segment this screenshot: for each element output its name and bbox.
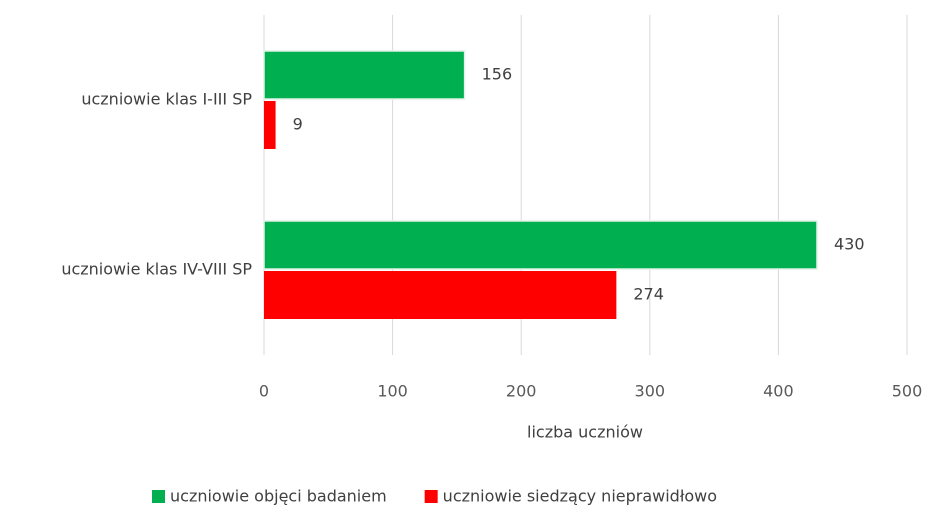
x-tick-label: 400 <box>763 382 794 401</box>
x-tick-label: 300 <box>635 382 666 401</box>
x-tick-label: 100 <box>377 382 408 401</box>
bar <box>263 220 818 270</box>
legend-label: uczniowie objęci badaniem <box>170 487 387 506</box>
x-axis-label: liczba uczniów <box>527 423 643 442</box>
bar <box>264 271 617 319</box>
bar <box>264 101 276 149</box>
legend-swatch <box>152 490 165 503</box>
legend-label: uczniowie siedzący nieprawidłowo <box>443 487 717 506</box>
data-label: 156 <box>482 65 513 84</box>
x-tick-label: 0 <box>259 382 269 401</box>
data-label: 430 <box>834 235 865 254</box>
data-label: 9 <box>293 115 303 134</box>
data-label: 274 <box>633 285 664 304</box>
x-tick-label: 200 <box>506 382 537 401</box>
x-tick-label: 500 <box>892 382 923 401</box>
y-tick-label: uczniowie klas I-III SP <box>81 90 252 109</box>
legend-swatch <box>424 490 438 503</box>
bar <box>263 50 466 100</box>
y-tick-label: uczniowie klas IV-VIII SP <box>61 260 252 279</box>
